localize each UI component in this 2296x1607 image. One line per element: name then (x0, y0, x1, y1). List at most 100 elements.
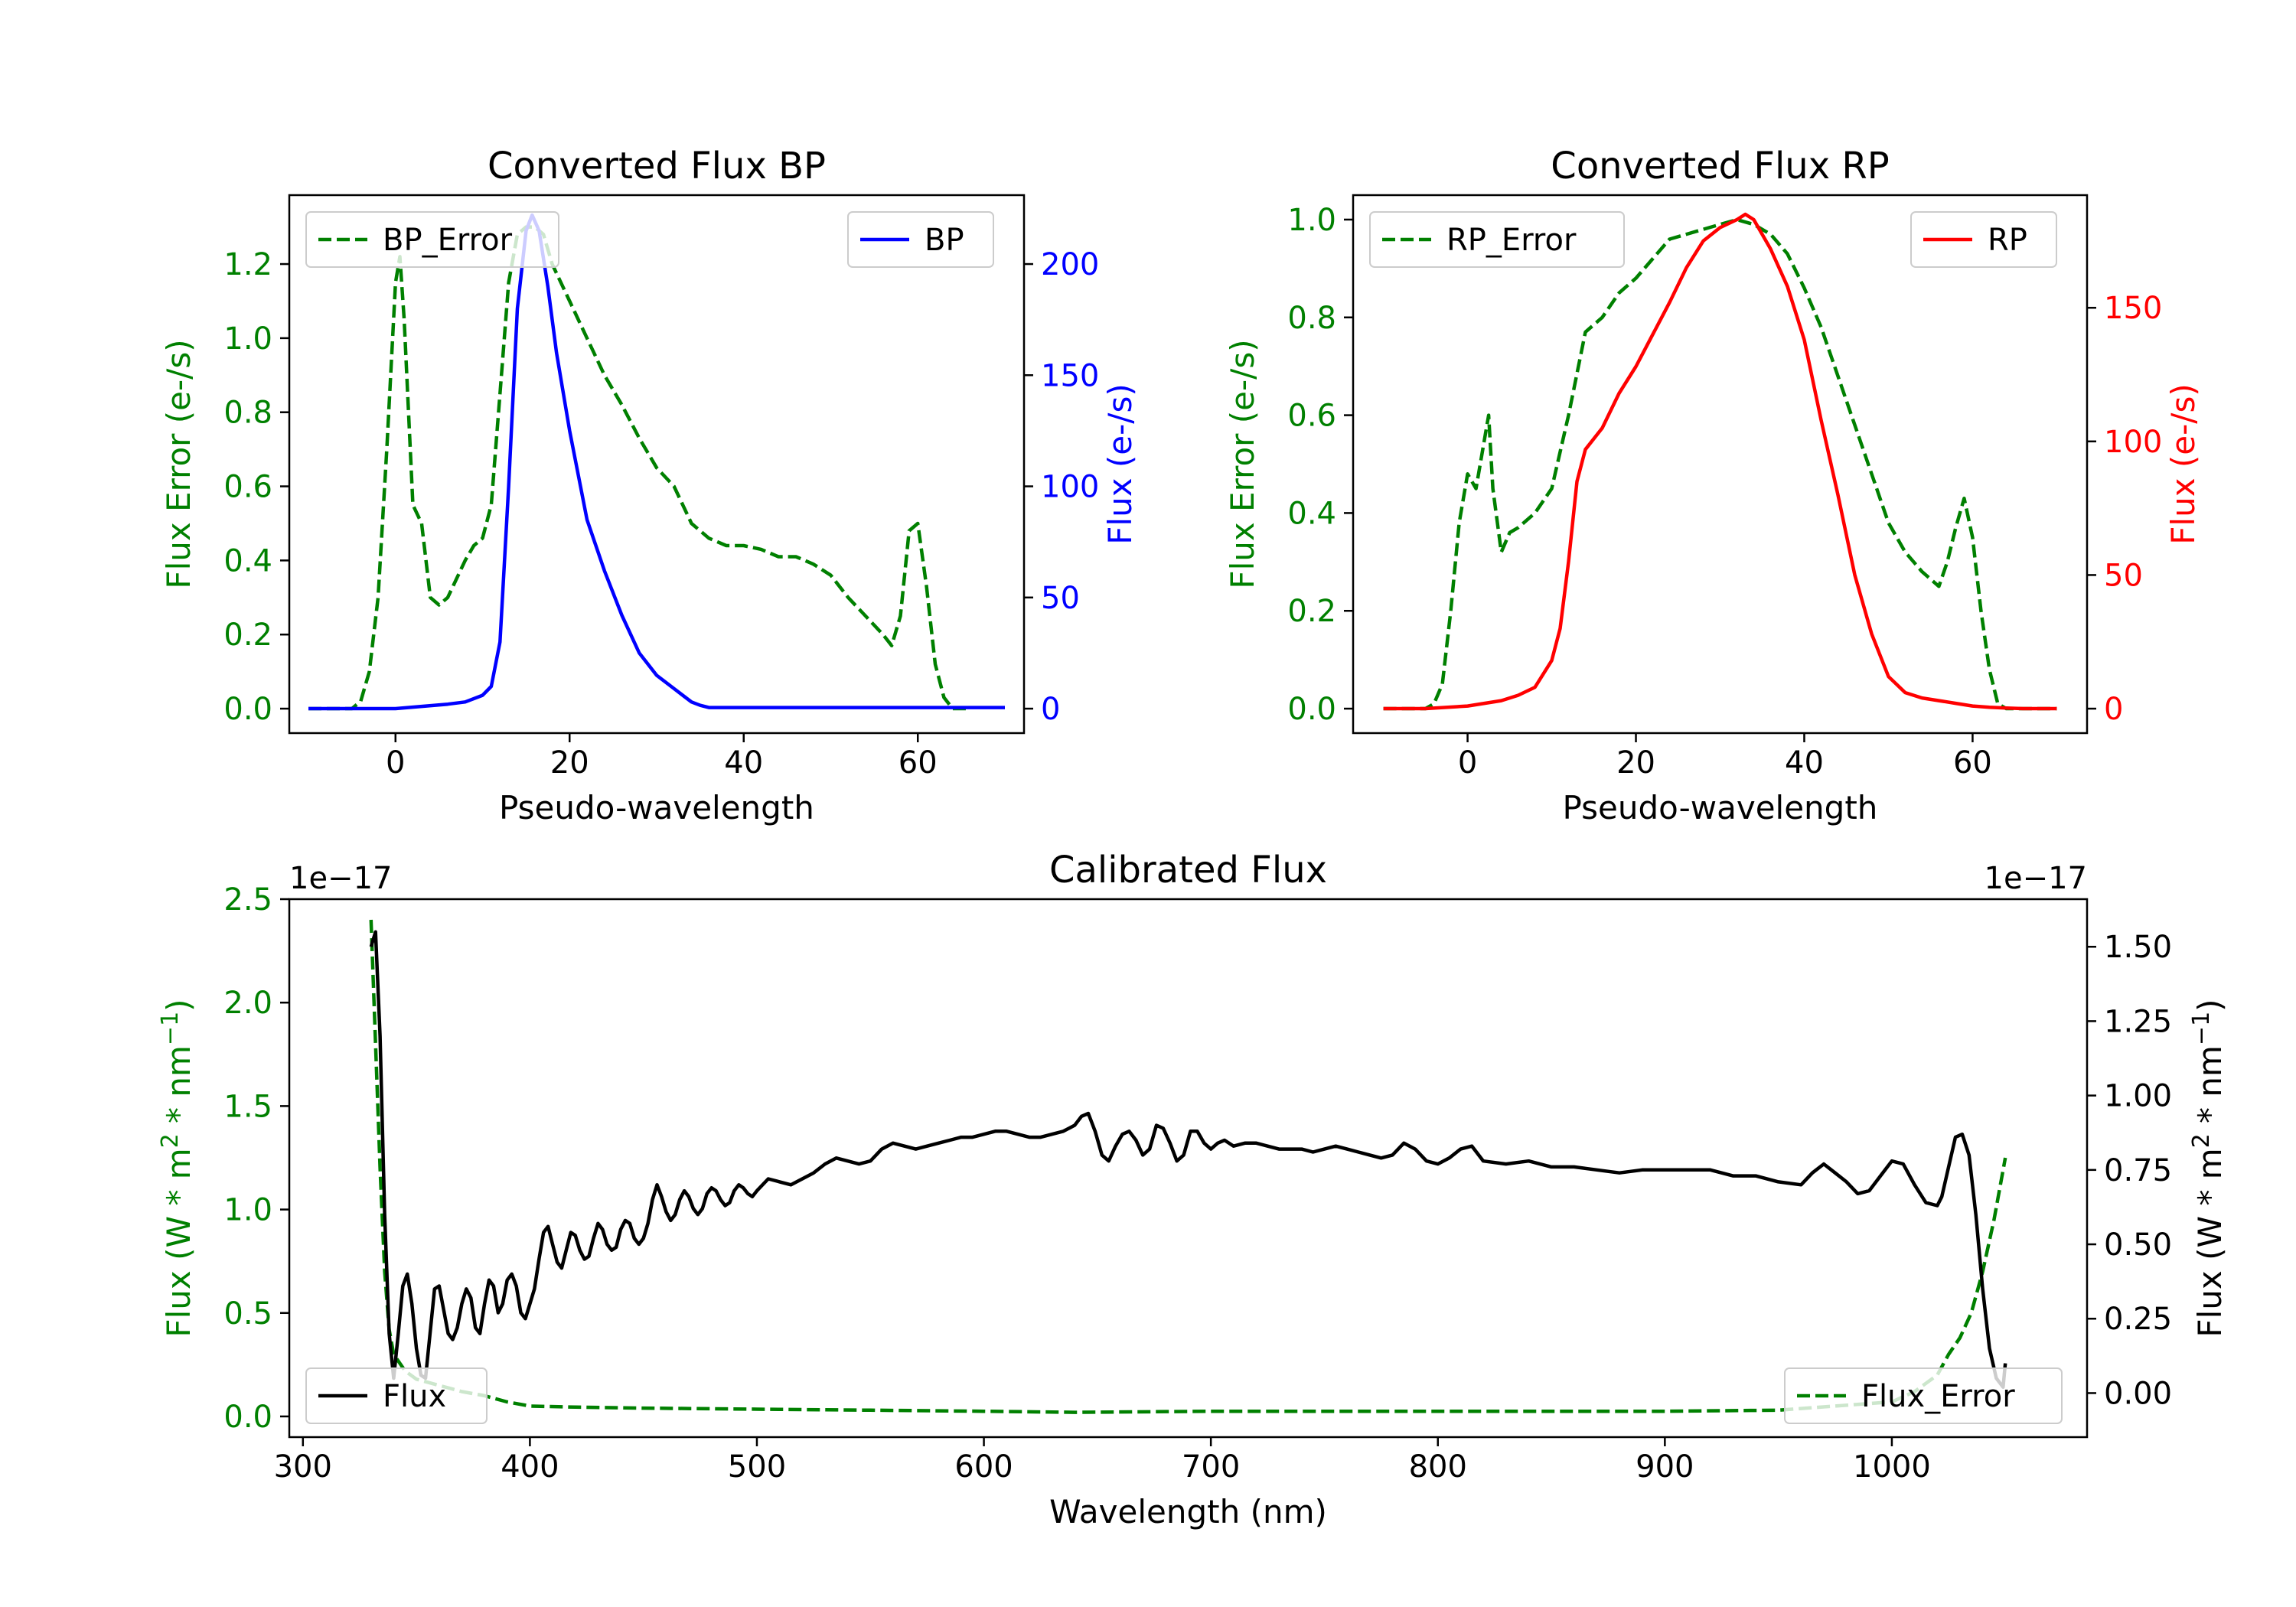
legend-box (1369, 211, 1625, 268)
error-series-line (1383, 217, 2057, 711)
left-y-axis-label: Flux (W * m2 * nm−1) (157, 999, 197, 1337)
legend-box (305, 211, 559, 268)
left-y-tick-label: 0.5 (223, 1296, 272, 1332)
legend-box (305, 1367, 488, 1424)
legend-label: RP_Error (1446, 223, 1577, 258)
x-axis-label: Pseudo-wavelength (1563, 789, 1878, 826)
bp-panel: Converted Flux BP 0 20 40 60 0.0 0.2 0.4 0.6 0.8 1… (160, 145, 1139, 826)
legend-label: RP (1988, 223, 2027, 258)
x-tick-label: 800 (1409, 1449, 1467, 1485)
left-y-tick-label: 0.8 (1287, 301, 1336, 336)
right-y-tick-label: 200 (1041, 247, 1099, 282)
left-y-tick-label: 0.6 (223, 470, 272, 505)
x-tick-label: 20 (550, 745, 589, 781)
x-axis-label: Wavelength (nm) (1049, 1493, 1327, 1530)
legend-flux: BP (847, 211, 994, 268)
x-axis-label: Pseudo-wavelength (499, 789, 814, 826)
x-tick-label: 300 (274, 1449, 332, 1485)
left-y-tick-label: 0.4 (1287, 496, 1336, 531)
right-y-label-part: Flux (W * m (2191, 1148, 2229, 1337)
right-y-tick-label: 50 (2104, 558, 2143, 593)
error-series-line (308, 225, 970, 711)
right-axis-offset-text: 1e−17 (1985, 861, 2087, 896)
left-y-tick-label: 2.0 (223, 986, 272, 1021)
left-y-label-part: * nm (160, 1045, 197, 1133)
legend-label: Flux_Error (1861, 1379, 2015, 1414)
chart-title: Calibrated Flux (1049, 849, 1327, 892)
x-tick-label: 400 (501, 1449, 559, 1485)
left-y-label-part: ) (160, 999, 197, 1011)
right-y-label-sup: −1 (2188, 1012, 2215, 1045)
legend-label: Flux (383, 1379, 446, 1414)
left-y-tick-label: 0.2 (223, 618, 272, 653)
flux-series-line (308, 213, 1005, 711)
right-y-tick-label: 150 (2104, 291, 2162, 326)
left-y-tick-label: 1.5 (223, 1089, 272, 1124)
left-y-tick-label: 0.6 (1287, 399, 1336, 434)
right-y-axis-label: Flux (W * m2 * nm−1) (2188, 999, 2229, 1337)
x-tick-label: 40 (1785, 745, 1824, 781)
chart-title: Converted Flux RP (1551, 145, 1889, 187)
flux-series-line (369, 930, 2007, 1389)
right-y-tick-label: 50 (1041, 581, 1080, 616)
left-y-tick-label: 0.0 (223, 692, 272, 727)
legend-flux: RP (1910, 211, 2057, 268)
x-tick-label: 500 (728, 1449, 786, 1485)
x-tick-label: 60 (899, 745, 938, 781)
left-y-tick-label: 0.4 (223, 543, 272, 579)
right-y-tick-label: 0 (1041, 692, 1060, 727)
legend-flux: Flux (305, 1367, 488, 1424)
right-y-tick-label: 150 (1041, 358, 1099, 393)
left-y-label-part: Flux (W * m (160, 1148, 197, 1337)
left-y-tick-label: 1.0 (223, 321, 272, 357)
left-y-label-sup: 2 (157, 1133, 184, 1148)
right-y-tick-label: 1.50 (2104, 930, 2172, 965)
x-tick-label: 900 (1636, 1449, 1694, 1485)
left-y-tick-label: 0.0 (1287, 692, 1336, 727)
left-y-tick-label: 0.8 (223, 396, 272, 431)
chart-title: Converted Flux BP (488, 145, 826, 187)
x-tick-label: 1000 (1853, 1449, 1931, 1485)
plot-frame (1352, 194, 2089, 735)
left-y-tick-label: 0.0 (223, 1400, 272, 1435)
calibrated-flux-panel: Calibrated Flux 300 400 500 600 700 800 900 1000… (157, 849, 2229, 1530)
legend-box (1910, 211, 2057, 268)
legend-error: BP_Error (305, 211, 559, 268)
right-y-tick-label: 0 (2104, 692, 2123, 727)
flux-series-line (1383, 212, 2057, 711)
error-series-line (369, 919, 2007, 1414)
legend-flux-error: Flux_Error (1784, 1367, 2063, 1424)
right-y-tick-label: 1.00 (2104, 1079, 2172, 1114)
right-y-label-part: * nm (2191, 1045, 2229, 1133)
right-y-tick-label: 0.00 (2104, 1376, 2172, 1411)
left-y-tick-label: 1.0 (1287, 203, 1336, 238)
left-axis-offset-text: 1e−17 (289, 861, 392, 896)
right-y-tick-label: 0.25 (2104, 1302, 2172, 1337)
legend-label: BP (925, 223, 964, 258)
x-tick-label: 20 (1616, 745, 1655, 781)
legend-label: BP_Error (383, 223, 513, 258)
x-tick-label: 40 (724, 745, 763, 781)
rp-panel: Converted Flux RP 0 20 40 60 0.0 0.2 0.4 0.6 0.8 1… (1224, 145, 2202, 826)
plot-frame (288, 194, 1026, 735)
left-y-axis-label: Flux Error (e-/s) (160, 339, 197, 588)
legend-error: RP_Error (1369, 211, 1625, 268)
left-y-axis-label: Flux Error (e-/s) (1224, 339, 1261, 588)
x-tick-label: 600 (954, 1449, 1013, 1485)
left-y-tick-label: 0.2 (1287, 594, 1336, 629)
right-y-axis-label: Flux (e-/s) (2164, 383, 2202, 544)
right-y-label-sup: 2 (2188, 1133, 2215, 1148)
left-y-tick-label: 1.0 (223, 1193, 272, 1228)
right-y-label-part: ) (2191, 999, 2229, 1011)
right-y-axis-label: Flux (e-/s) (1101, 383, 1139, 544)
right-y-tick-label: 0.75 (2104, 1153, 2172, 1188)
x-tick-label: 0 (386, 745, 405, 781)
right-y-tick-label: 0.50 (2104, 1227, 2172, 1263)
x-tick-label: 0 (1458, 745, 1477, 781)
right-y-tick-label: 100 (1041, 470, 1099, 505)
right-y-tick-label: 1.25 (2104, 1004, 2172, 1039)
x-tick-label: 700 (1182, 1449, 1240, 1485)
legend-box (847, 211, 994, 268)
plot-frame (288, 898, 2089, 1439)
